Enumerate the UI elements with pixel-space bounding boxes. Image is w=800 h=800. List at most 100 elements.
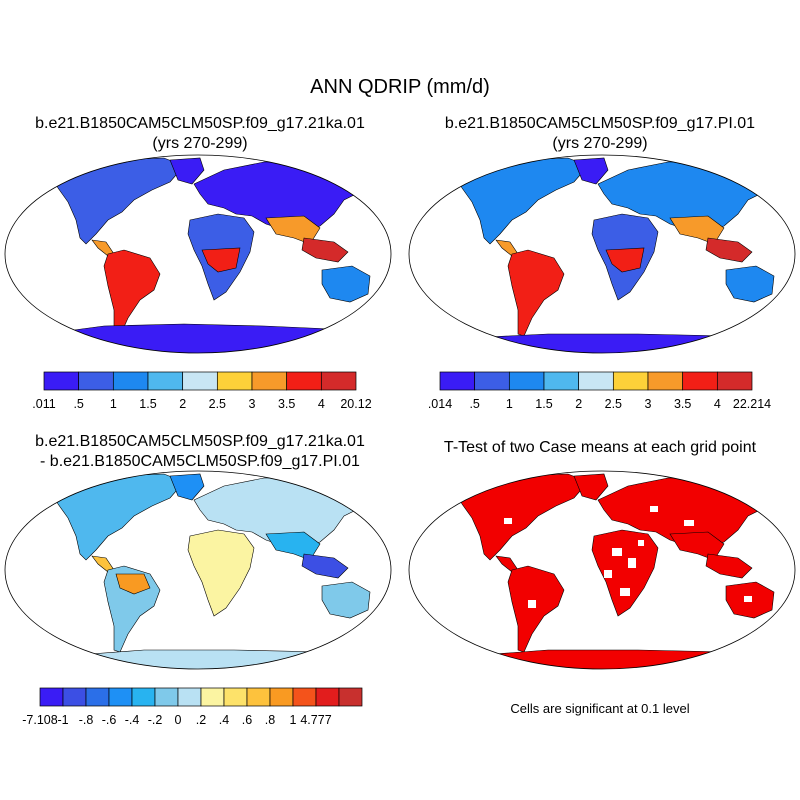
colorbar-case2-label-8: 4 bbox=[714, 397, 721, 411]
colorbar-difference-swatch-4 bbox=[131, 687, 156, 707]
colorbar-case2-swatch-6 bbox=[647, 371, 684, 391]
land-greenland bbox=[573, 157, 609, 185]
colorbar-case2-swatch-0 bbox=[439, 371, 476, 391]
colorbar-case1: .011 .5 1 1.5 2 2.5 3 3.5 4 20.12 bbox=[32, 371, 372, 411]
colorbar-case2-swatch-2 bbox=[508, 371, 545, 391]
land-australia bbox=[321, 265, 371, 303]
non-significant-cells bbox=[504, 506, 752, 608]
map-ttest bbox=[408, 470, 796, 670]
colorbar-difference-label-3: -.6 bbox=[102, 713, 117, 727]
land-greenland bbox=[169, 473, 205, 501]
colorbar-case2-label-5: 2.5 bbox=[605, 397, 622, 411]
colorbar-case1-swatch-5 bbox=[216, 371, 253, 391]
colorbar-case2-label-6: 3 bbox=[645, 397, 652, 411]
land-amazon-anomaly bbox=[115, 573, 151, 595]
colorbar-difference: -7.108 -1 -.8 -.6 -.4 -.2 0 .2 .4 .6 .8 1 4.777 bbox=[22, 687, 363, 727]
map-difference bbox=[4, 470, 392, 670]
colorbar-case1-swatch-0 bbox=[43, 371, 80, 391]
colorbar-difference-swatch-12 bbox=[315, 687, 340, 707]
colorbar-difference-swatch-13 bbox=[338, 687, 363, 707]
colorbar-difference-label-11: 1 bbox=[290, 713, 297, 727]
colorbar-case2: .014 .5 1 1.5 2 2.5 3 3.5 4 22.214 bbox=[428, 371, 771, 411]
colorbar-difference-swatch-8 bbox=[223, 687, 248, 707]
colorbar-case2-swatch-8 bbox=[716, 371, 753, 391]
colorbar-case1-swatch-1 bbox=[78, 371, 114, 391]
panel-title-case1-line1: b.e21.B1850CAM5CLM50SP.f09_g17.21ka.01 bbox=[35, 115, 365, 132]
colorbar-case1-swatch-4 bbox=[182, 371, 218, 391]
colorbar-difference-swatch-6 bbox=[177, 687, 202, 707]
land-africa bbox=[591, 529, 659, 617]
colorbar-case1-swatch-6 bbox=[251, 371, 288, 391]
land-south-america bbox=[103, 249, 161, 337]
land-antarctica bbox=[409, 333, 795, 353]
colorbar-case1-swatch-8 bbox=[320, 371, 357, 391]
colorbar-case1-label-8: 4 bbox=[318, 397, 325, 411]
panel-title-difference-line2: - b.e21.B1850CAM5CLM50SP.f09_g17.PI.01 bbox=[40, 453, 360, 470]
land-maritime bbox=[301, 237, 349, 263]
colorbar-difference-swatch-11 bbox=[292, 687, 317, 707]
land-australia bbox=[725, 265, 775, 303]
land-antarctica bbox=[5, 323, 391, 353]
colorbar-difference-swatch-7 bbox=[200, 687, 225, 707]
colorbar-difference-label-5: -.2 bbox=[148, 713, 163, 727]
colorbar-case2-label-9: 22.214 bbox=[733, 397, 771, 411]
colorbar-difference-label-4: -.4 bbox=[125, 713, 140, 727]
colorbar-case2-label-7: 3.5 bbox=[674, 397, 691, 411]
colorbar-case1-label-5: 2.5 bbox=[209, 397, 226, 411]
colorbar-case2-label-4: 2 bbox=[575, 397, 582, 411]
colorbar-case1-label-4: 2 bbox=[179, 397, 186, 411]
land-greenland bbox=[169, 157, 205, 185]
colorbar-difference-label-6: 0 bbox=[175, 713, 182, 727]
colorbar-difference-label-7: .2 bbox=[196, 713, 206, 727]
colorbar-case2-label-0: .014 bbox=[428, 397, 452, 411]
significance-note: Cells are significant at 0.1 level bbox=[510, 701, 690, 716]
colorbar-case1-label-3: 1.5 bbox=[139, 397, 156, 411]
land-antarctica bbox=[5, 649, 391, 669]
colorbar-case1-swatch-2 bbox=[112, 371, 149, 391]
colorbar-difference-label-8: .4 bbox=[219, 713, 229, 727]
colorbar-difference-swatch-5 bbox=[154, 687, 179, 707]
panel-title-case1: b.e21.B1850CAM5CLM50SP.f09_g17.21ka.01 (… bbox=[0, 114, 400, 154]
colorbar-case2-label-2: 1 bbox=[506, 397, 513, 411]
map-case1-21ka bbox=[4, 154, 392, 354]
land-south-america bbox=[507, 249, 565, 337]
colorbar-case2-label-1: .5 bbox=[469, 397, 479, 411]
colorbar-difference-label-9: .6 bbox=[242, 713, 252, 727]
colorbar-difference-label-12: 4.777 bbox=[300, 713, 331, 727]
land-africa-tropics bbox=[605, 247, 645, 273]
colorbar-case1-label-0: .011 bbox=[32, 397, 55, 411]
colorbar-difference-label-10: .8 bbox=[265, 713, 275, 727]
colorbar-difference-swatch-9 bbox=[246, 687, 271, 707]
land-australia bbox=[321, 581, 371, 619]
land-maritime bbox=[705, 237, 753, 263]
colorbar-case1-label-1: .5 bbox=[73, 397, 83, 411]
colorbar-case1-label-2: 1 bbox=[110, 397, 117, 411]
colorbar-case1-swatch-7 bbox=[286, 371, 322, 391]
land-south-america bbox=[507, 565, 565, 653]
colorbar-case1-label-9: 20.12 bbox=[340, 397, 371, 411]
colorbar-difference-swatch-2 bbox=[85, 687, 110, 707]
colorbar-difference-label-0: -7.108 bbox=[22, 713, 57, 727]
panel-title-ttest: T-Test of two Case means at each grid po… bbox=[443, 439, 757, 456]
colorbar-case2-swatch-5 bbox=[612, 371, 649, 391]
colorbar-case2-swatch-7 bbox=[682, 371, 718, 391]
land-maritime bbox=[705, 553, 753, 579]
land-antarctica bbox=[409, 649, 795, 669]
colorbar-difference-swatch-3 bbox=[108, 687, 133, 707]
colorbar-difference-swatch-1 bbox=[62, 687, 87, 707]
colorbar-case2-swatch-4 bbox=[578, 371, 614, 391]
colorbar-case1-label-7: 3.5 bbox=[278, 397, 295, 411]
colorbar-difference-label-2: -.8 bbox=[79, 713, 94, 727]
colorbar-case2-label-3: 1.5 bbox=[535, 397, 552, 411]
colorbar-case1-swatch-3 bbox=[147, 371, 184, 391]
colorbar-case2-swatch-3 bbox=[543, 371, 580, 391]
panel-title-case2-line1: b.e21.B1850CAM5CLM50SP.f09_g17.PI.01 bbox=[444, 115, 756, 132]
panel-title-case1-line2: (yrs 270-299) bbox=[152, 135, 248, 152]
colorbar-difference-swatch-10 bbox=[269, 687, 294, 707]
panel-title-difference: b.e21.B1850CAM5CLM50SP.f09_g17.21ka.01 -… bbox=[0, 432, 400, 472]
map-case2-pi bbox=[408, 154, 796, 354]
land-africa-tropics bbox=[201, 247, 241, 273]
colorbar-case2-swatch-1 bbox=[474, 371, 510, 391]
panel-title-case2-line2: (yrs 270-299) bbox=[552, 135, 648, 152]
land-africa bbox=[187, 529, 255, 617]
